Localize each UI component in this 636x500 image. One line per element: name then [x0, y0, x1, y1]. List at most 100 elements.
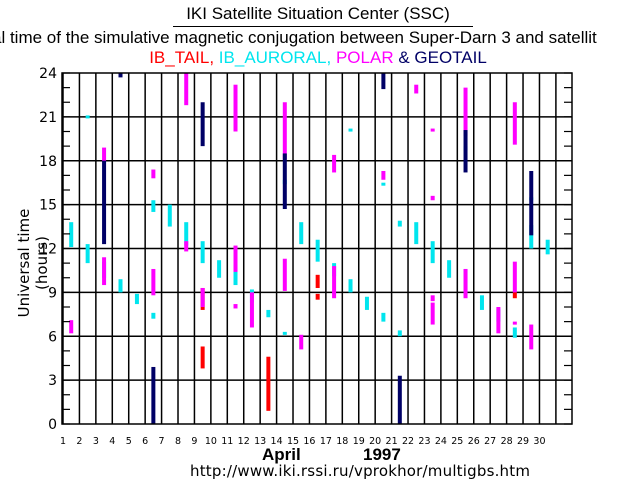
- segment-ib-auroral: [414, 222, 419, 245]
- segment-ib-auroral: [282, 331, 287, 335]
- title-underline: [173, 26, 473, 27]
- x-tick-label: 21: [386, 436, 398, 447]
- segment-ib-auroral: [315, 239, 320, 262]
- segment-polar: [282, 102, 287, 160]
- segment-ib-auroral: [200, 241, 205, 264]
- segment-polar: [463, 87, 468, 136]
- data-segments: [69, 73, 550, 424]
- segment-ib-auroral: [118, 279, 123, 293]
- x-tick-label: 1: [60, 436, 66, 447]
- segment-geotail: [200, 102, 205, 147]
- segment-ib-tail: [200, 346, 205, 369]
- segment-polar: [332, 154, 337, 173]
- segment-ib-auroral: [134, 293, 139, 305]
- x-tick-label: 16: [303, 436, 315, 447]
- segment-polar: [151, 169, 156, 179]
- segment-polar: [69, 320, 74, 334]
- legend-ib-tail: IB_TAIL,: [149, 48, 215, 67]
- segment-ib-auroral: [397, 220, 402, 227]
- x-tick-label: 27: [484, 436, 496, 447]
- segment-polar: [282, 258, 287, 291]
- x-tick-label: 20: [369, 436, 381, 447]
- segment-ib-auroral: [479, 295, 484, 310]
- legend: IB_TAIL, IB_AURORAL, POLAR & GEOTAIL: [0, 48, 636, 68]
- y-tick-label: 18: [39, 154, 57, 170]
- segment-ib-auroral: [512, 327, 517, 338]
- x-tick-label: 12: [238, 436, 250, 447]
- x-tick-label: 18: [336, 436, 348, 447]
- x-tick-label: 10: [205, 436, 217, 447]
- segment-polar: [249, 292, 254, 328]
- segment-polar: [184, 241, 189, 252]
- segment-ib-auroral: [397, 330, 402, 337]
- x-tick-label: 5: [126, 436, 132, 447]
- x-tick-label: 30: [533, 436, 545, 447]
- segment-polar: [332, 266, 337, 299]
- legend-ib-auroral: IB_AURORAL,: [214, 48, 332, 67]
- x-tick-label: 14: [271, 436, 283, 447]
- segment-ib-auroral: [151, 200, 156, 212]
- segment-polar: [102, 257, 107, 286]
- x-tick-label: 26: [468, 436, 480, 447]
- x-tick-label: 28: [501, 436, 513, 447]
- segment-ib-auroral: [381, 182, 386, 186]
- x-axis-year: 1997: [363, 445, 401, 464]
- x-tick-label: 15: [287, 436, 299, 447]
- legend-geotail: & GEOTAIL: [393, 48, 487, 67]
- segment-ib-tail: [315, 274, 320, 288]
- x-tick-label: 23: [418, 436, 430, 447]
- segment-ib-auroral: [85, 115, 90, 119]
- y-tick-label: 6: [48, 329, 57, 345]
- segment-ib-auroral: [69, 222, 74, 248]
- segment-polar: [512, 261, 517, 293]
- segment-polar: [430, 195, 435, 201]
- segment-geotail: [381, 73, 386, 90]
- segment-polar: [299, 334, 304, 350]
- segment-polar: [463, 268, 468, 299]
- y-tick-label: 3: [48, 373, 57, 389]
- segment-geotail: [151, 366, 156, 424]
- segment-ib-auroral: [233, 264, 238, 286]
- segment-polar: [233, 245, 238, 272]
- y-tick-label: 15: [39, 198, 57, 214]
- chart-title: IKI Satellite Situation Center (SSC): [186, 4, 450, 23]
- x-tick-label: 19: [353, 436, 365, 447]
- segment-polar: [430, 128, 435, 132]
- x-tick-label: 13: [254, 436, 266, 447]
- segment-geotail: [102, 160, 107, 245]
- segment-ib-auroral: [447, 260, 452, 278]
- segment-ib-tail: [315, 293, 320, 300]
- x-tick-label: 8: [175, 436, 181, 447]
- segment-polar: [512, 321, 517, 325]
- segment-geotail: [397, 375, 402, 424]
- segment-geotail: [118, 73, 123, 78]
- x-axis-month: April: [262, 445, 301, 464]
- segment-ib-tail: [512, 292, 517, 299]
- segment-ib-tail: [266, 356, 271, 411]
- segment-ib-auroral: [529, 225, 534, 249]
- x-tick-label: 7: [159, 436, 165, 447]
- segment-polar: [414, 84, 419, 94]
- segment-polar: [529, 324, 534, 350]
- x-tick-label: 6: [142, 436, 148, 447]
- segment-ib-auroral: [85, 244, 90, 264]
- x-tick-label: 17: [320, 436, 332, 447]
- segment-ib-auroral: [430, 241, 435, 264]
- segment-polar: [233, 84, 238, 132]
- x-tick-label: 9: [191, 436, 197, 447]
- x-tick-label: 29: [517, 436, 529, 447]
- segment-polar: [512, 102, 517, 145]
- segment-geotail: [463, 130, 468, 173]
- segment-ib-auroral: [151, 312, 156, 319]
- segment-ib-auroral: [364, 296, 369, 310]
- chart-subtitle: al time of the simulative magnetic conju…: [0, 28, 597, 47]
- segment-ib-auroral: [348, 279, 353, 293]
- y-tick-label: 21: [39, 110, 57, 126]
- y-tick-label: 9: [48, 285, 57, 301]
- segment-polar: [496, 307, 501, 334]
- segment-ib-auroral: [299, 222, 304, 245]
- segment-polar: [102, 147, 107, 161]
- segment-ib-auroral: [266, 309, 271, 318]
- segment-polar: [184, 73, 189, 106]
